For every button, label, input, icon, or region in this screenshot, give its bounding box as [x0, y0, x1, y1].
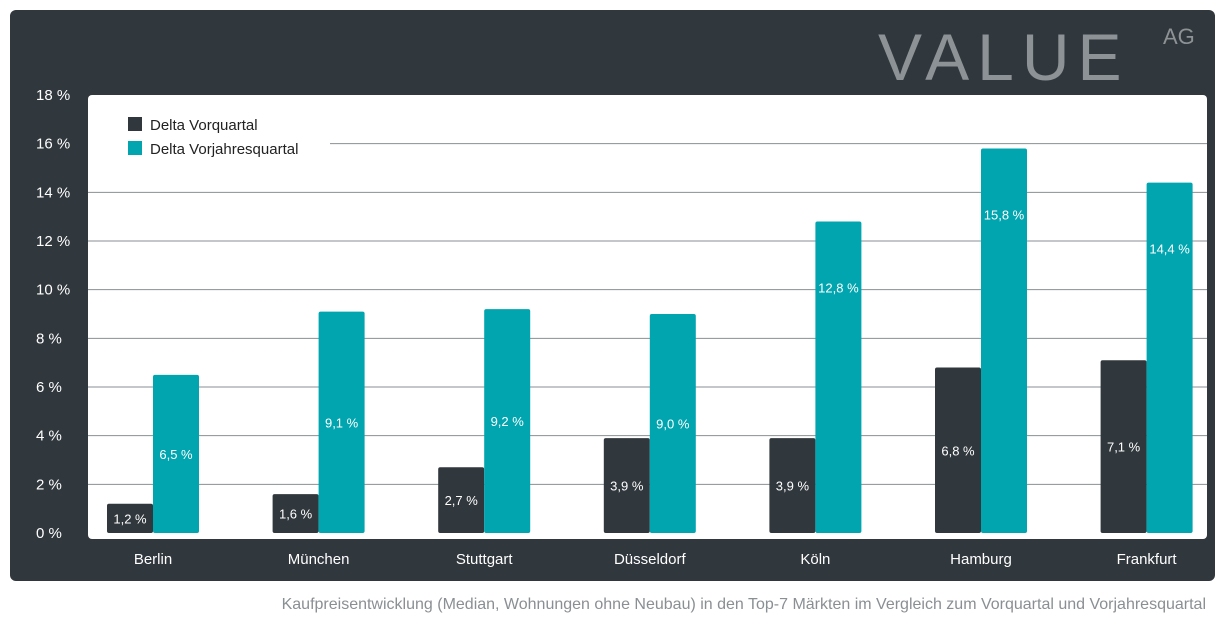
y-axis-ticks: 0 % 2 % 4 % 6 % 8 % 10 % 12 % 14 % 16 % 18 % [36, 87, 70, 542]
bar-vorquartal [438, 467, 485, 533]
data-label: 12,8 % [818, 281, 859, 296]
data-label: 3,9 % [776, 479, 810, 494]
x-tick-label: Stuttgart [456, 551, 514, 568]
legend: Delta Vorquartal Delta Vorjahresquartal [128, 117, 298, 158]
y-tick-label: 16 % [36, 136, 70, 153]
bar-vorjahresquartal [153, 374, 199, 533]
y-tick-label: 4 % [36, 428, 62, 445]
x-tick-label: Köln [800, 551, 830, 568]
data-label: 6,8 % [941, 443, 975, 458]
bar-vorquartal [769, 438, 816, 533]
y-tick-label: 14 % [36, 184, 70, 201]
bars: 1,2 % 6,5 % 1,6 % 9,1 % 2,7 % 9,2 % 3,9 % 9,0 %… [107, 148, 1193, 534]
data-label: 3,9 % [610, 479, 644, 494]
data-label: 1,6 % [279, 507, 313, 522]
bar-vorjahresquartal [981, 148, 1027, 534]
brand-logo: VALUE AG [878, 20, 1195, 94]
bar-vorjahresquartal [815, 221, 862, 534]
logo-sub-text: AG [1163, 24, 1195, 49]
data-label: 9,0 % [656, 417, 690, 432]
data-label: 6,5 % [159, 447, 193, 462]
x-tick-label: München [288, 551, 350, 568]
x-axis-ticks: Berlin München Stuttgart Düsseldorf Köln Hamb… [134, 551, 1178, 568]
chart-caption: Kaufpreisentwicklung (Median, Wohnungen … [281, 596, 1206, 613]
data-label: 9,2 % [491, 414, 525, 429]
logo-main-text: VALUE [878, 20, 1130, 94]
y-tick-label: 6 % [36, 379, 62, 396]
legend-swatch [128, 117, 142, 131]
y-tick-label: 2 % [36, 476, 62, 493]
data-label: 7,1 % [1107, 440, 1141, 455]
data-label: 1,2 % [113, 511, 147, 526]
x-tick-label: Berlin [134, 551, 172, 568]
gridlines [88, 143, 1207, 485]
bar-vorquartal [1100, 360, 1147, 533]
legend-label: Delta Vorjahresquartal [150, 141, 298, 158]
bar-vorjahresquartal [649, 314, 696, 533]
bar-vorjahresquartal [484, 309, 531, 533]
x-tick-label: Frankfurt [1117, 551, 1178, 568]
y-tick-label: 12 % [36, 233, 70, 250]
bar-vorquartal [107, 503, 153, 533]
y-tick-label: 8 % [36, 330, 62, 347]
data-label: 14,4 % [1149, 242, 1190, 257]
legend-swatch [128, 141, 142, 155]
y-tick-label: 0 % [36, 525, 62, 542]
bar-vorjahresquartal [318, 311, 365, 533]
bar-vorquartal [603, 438, 650, 533]
data-label: 9,1 % [325, 415, 359, 430]
y-tick-label: 10 % [36, 282, 70, 299]
x-tick-label: Düsseldorf [614, 551, 687, 568]
bar-vorjahresquartal [1146, 182, 1193, 533]
bar-vorquartal [272, 494, 319, 533]
x-tick-label: Hamburg [950, 551, 1012, 568]
bar-vorquartal [935, 367, 981, 533]
data-label: 2,7 % [445, 493, 479, 508]
legend-label: Delta Vorquartal [150, 117, 258, 134]
data-label: 15,8 % [984, 208, 1025, 223]
y-tick-label: 18 % [36, 87, 70, 104]
